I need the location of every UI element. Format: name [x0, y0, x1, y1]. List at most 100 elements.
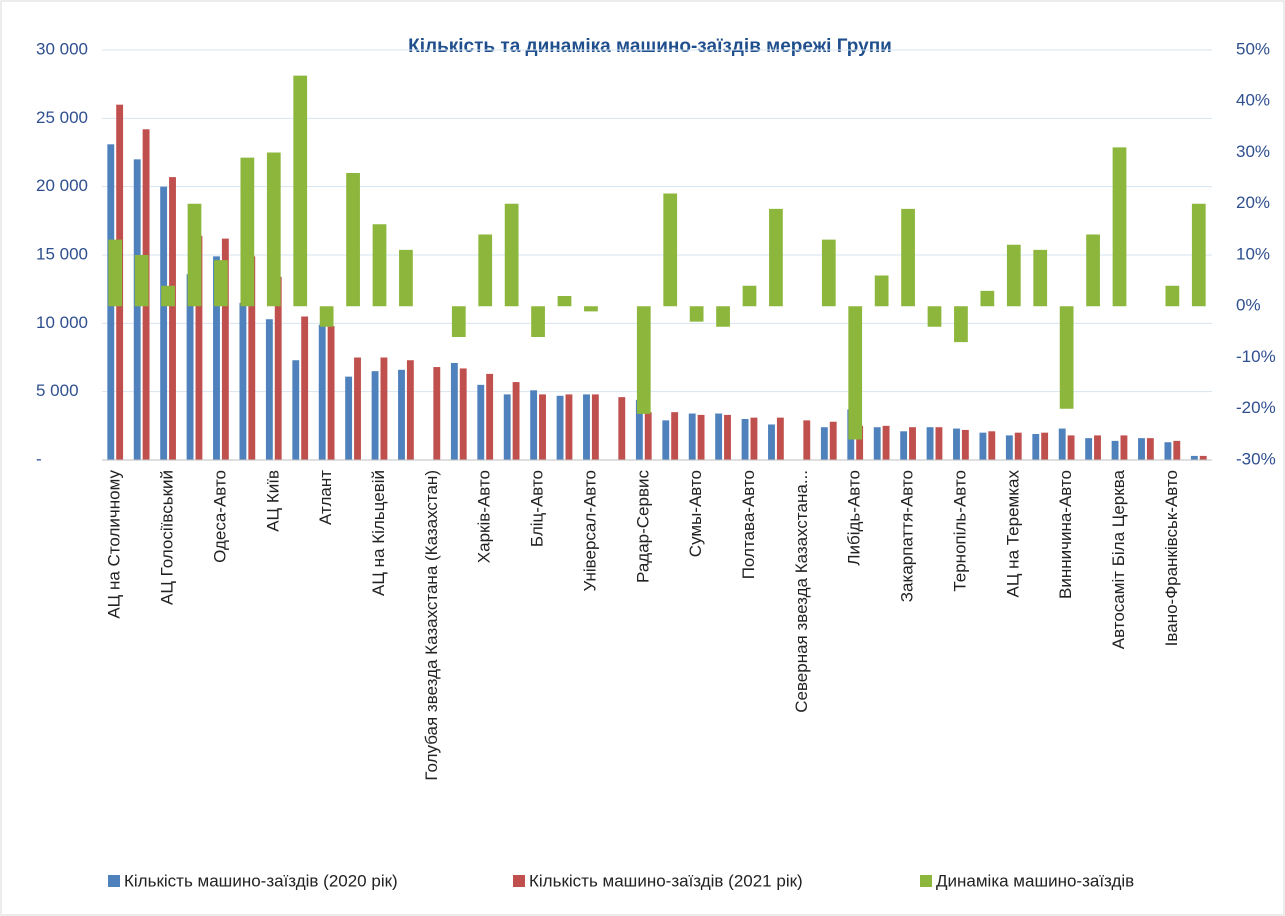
bar [926, 427, 934, 460]
bar [882, 425, 890, 460]
x-tick-label: Івано-Франківськ-Авто [1162, 470, 1181, 646]
bar [293, 75, 308, 307]
bar [108, 239, 123, 307]
bar [319, 306, 334, 327]
x-tick-label: Северная звезда Казахстана... [792, 470, 811, 713]
bar [591, 394, 599, 460]
legend-label: Кількість машино-заїздів (2021 рік) [529, 871, 803, 890]
bar [988, 431, 996, 460]
bar [531, 306, 545, 337]
legend-swatch [513, 875, 525, 887]
bar [1041, 432, 1049, 460]
bar [1014, 432, 1022, 460]
bar [715, 413, 723, 460]
bar [1199, 455, 1207, 460]
bar [187, 203, 202, 307]
bar [565, 394, 573, 460]
bar [716, 306, 730, 327]
x-tick-label: Тернопіль-Авто [950, 470, 969, 592]
bar [901, 208, 915, 307]
bar [1032, 434, 1040, 460]
bar [980, 290, 995, 307]
bar [874, 275, 889, 307]
x-tick-label: АЦ на Кільцевій [369, 470, 388, 596]
bar [539, 394, 546, 460]
bar [742, 285, 757, 307]
bar [1058, 428, 1066, 460]
x-tick-label: Голубая звезда Казахстана (Казахстан) [422, 470, 441, 781]
bar [186, 274, 194, 460]
bar [248, 256, 256, 460]
bar [213, 256, 220, 460]
bar [583, 394, 590, 460]
y-tick-label: - [36, 449, 42, 468]
bar [776, 417, 784, 460]
bar [1005, 435, 1013, 460]
x-tick-label: АЦ Київ [263, 470, 282, 532]
y-tick-label: 20 000 [36, 176, 88, 195]
bar [935, 427, 943, 460]
bar [961, 429, 969, 460]
bar [477, 384, 485, 460]
x-tick-label: Універсал-Авто [580, 470, 599, 592]
x-tick-label: АЦ Голосіївський [158, 470, 177, 605]
legend-swatch [920, 875, 932, 887]
bar [750, 417, 758, 460]
bar [450, 362, 458, 460]
x-tick-label: АЦ на Теремках [1003, 470, 1022, 598]
bar [265, 319, 273, 460]
bar [1190, 455, 1198, 460]
bar [979, 432, 987, 460]
bar [240, 157, 255, 307]
y-tick-label: 30 000 [36, 39, 88, 58]
bar [345, 376, 353, 460]
bar [371, 371, 379, 460]
legend-swatch [108, 875, 120, 887]
bar [274, 276, 282, 460]
bar [1085, 438, 1093, 460]
y-tick-label: 25 000 [36, 108, 88, 127]
bar [741, 419, 749, 460]
bar [372, 224, 387, 307]
bar [636, 306, 651, 414]
bar [1112, 147, 1127, 307]
bar [829, 421, 837, 460]
bar [873, 427, 881, 460]
bar [820, 427, 828, 460]
bar [398, 369, 405, 460]
bar [195, 235, 203, 460]
bar [1033, 249, 1048, 307]
bar [266, 152, 281, 307]
bar [451, 306, 466, 337]
bar [380, 357, 388, 460]
bar [433, 367, 441, 460]
bar [318, 324, 326, 460]
bar [803, 420, 811, 460]
bar [1146, 438, 1154, 460]
bar [724, 414, 731, 460]
bar [134, 255, 149, 307]
bar [160, 186, 168, 460]
bar [556, 395, 564, 460]
bar [1120, 435, 1128, 460]
bar [821, 239, 836, 307]
bar [1086, 234, 1100, 307]
y2-tick-label: 30% [1236, 142, 1270, 161]
x-tick-label: Атлант [316, 470, 335, 525]
bar [239, 302, 247, 460]
y2-tick-label: 40% [1236, 91, 1270, 110]
bar [848, 306, 863, 440]
bar [1006, 244, 1021, 307]
bar [346, 173, 360, 307]
bar [954, 306, 968, 343]
bar [909, 427, 916, 460]
x-tick-label: Одеса-Авто [210, 470, 229, 563]
bar [1111, 440, 1119, 460]
bar [459, 368, 467, 460]
bar [503, 394, 511, 460]
bar [530, 390, 538, 460]
bar [688, 413, 696, 460]
bar [1165, 285, 1180, 307]
bar [161, 285, 175, 307]
